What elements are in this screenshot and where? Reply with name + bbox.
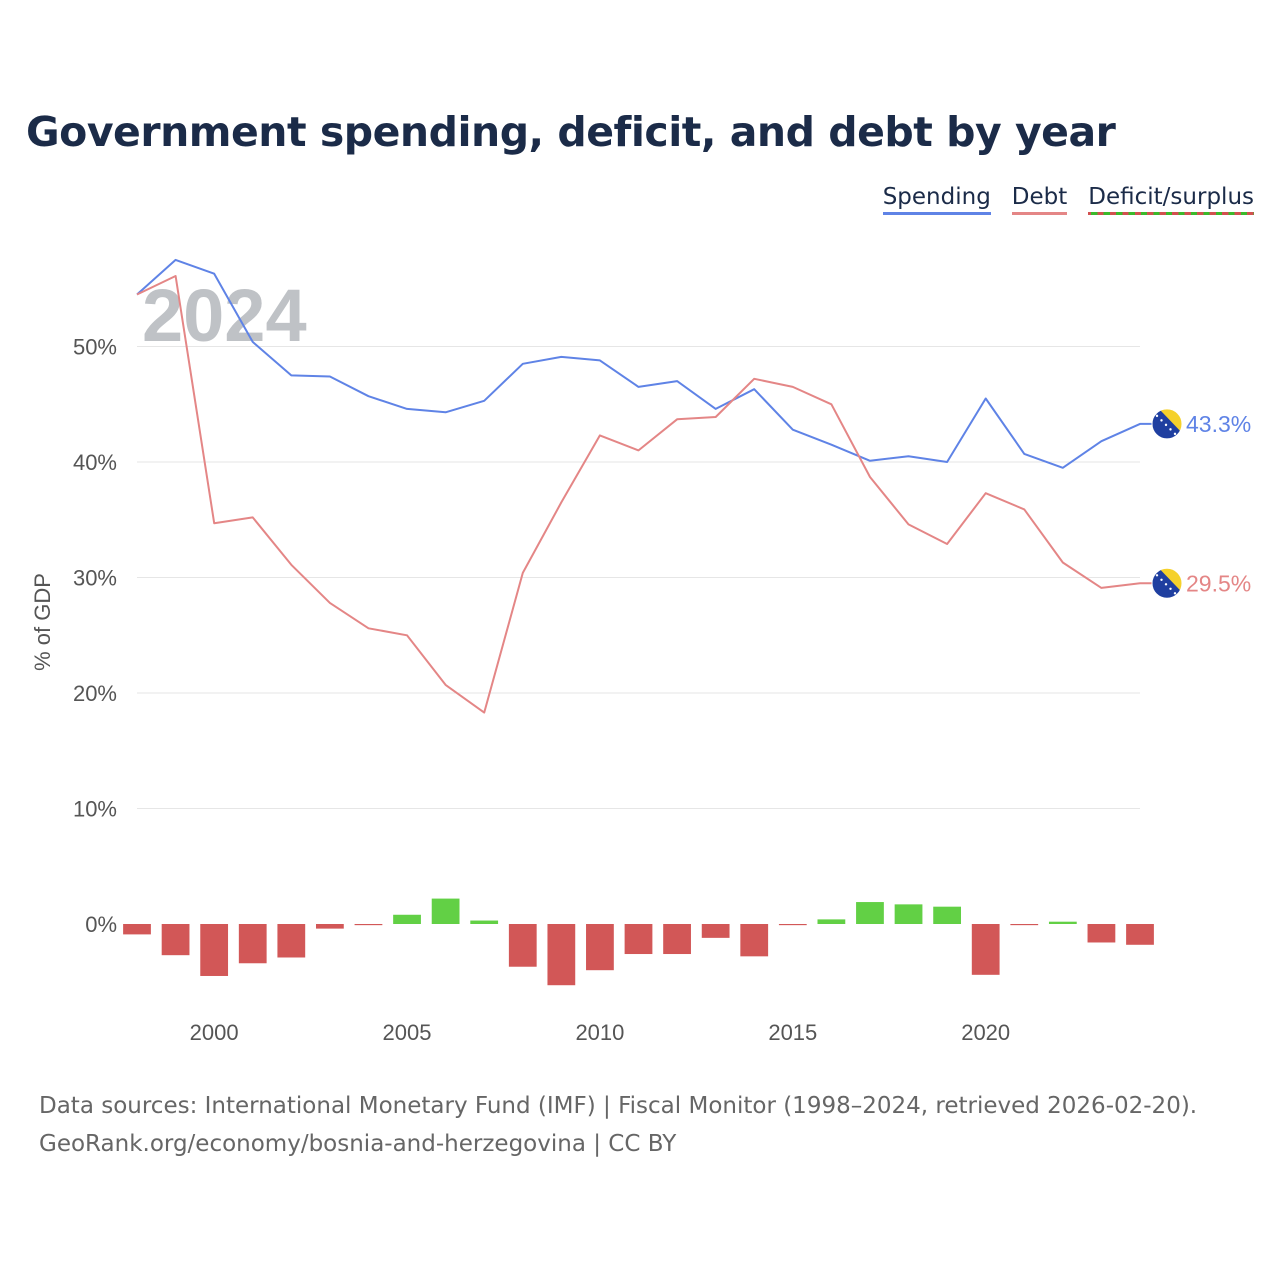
footer: Data sources: International Monetary Fun…	[39, 1087, 1197, 1163]
legend-deficit-surplus[interactable]: Deficit/surplus	[1088, 184, 1254, 215]
y-axis-label: % of GDP	[30, 573, 55, 671]
x-tick-label: 2015	[768, 1020, 817, 1045]
bar-2009[interactable]	[547, 924, 576, 986]
flag-icon	[1151, 567, 1183, 599]
bar-2007[interactable]	[470, 920, 499, 924]
series-lines	[136, 258, 1155, 714]
bar-2014[interactable]	[740, 924, 769, 957]
x-tick-label: 2020	[961, 1020, 1010, 1045]
x-tick-label: 2005	[383, 1020, 432, 1045]
flag-icon	[1151, 408, 1183, 440]
chart-area: 0% 10% 20% 30% 40% 50% 2000 2005 2010 2015 2020 %…	[30, 258, 1251, 1045]
bar-2019[interactable]	[933, 906, 962, 924]
bar-2020[interactable]	[971, 924, 1000, 975]
bar-2008[interactable]	[508, 924, 537, 967]
end-markers: 43.3% 29.5%	[1151, 408, 1251, 599]
bar-2003[interactable]	[315, 924, 344, 929]
bar-2013[interactable]	[701, 924, 730, 938]
site-credit: GeoRank.org/economy/bosnia-and-herzegovi…	[39, 1131, 677, 1157]
bar-2018[interactable]	[894, 904, 923, 924]
legend-debt[interactable]: Debt	[1011, 184, 1068, 215]
deficit-surplus-bars	[123, 898, 1154, 986]
bar-2017[interactable]	[856, 902, 884, 924]
bar-2005[interactable]	[393, 914, 421, 924]
chart-title: Government spending, deficit, and debt b…	[26, 108, 1116, 156]
y-tick-label: 40%	[73, 450, 117, 475]
y-tick-label: 30%	[73, 566, 117, 591]
gridlines	[137, 346, 1140, 809]
bar-2012[interactable]	[663, 924, 691, 955]
bar-2024[interactable]	[1126, 924, 1154, 945]
y-tick-label: 0%	[85, 912, 117, 937]
bar-2010[interactable]	[586, 924, 614, 971]
y-tick-label: 20%	[73, 681, 117, 706]
line-debt[interactable]	[136, 275, 1155, 714]
bar-2023[interactable]	[1087, 924, 1116, 943]
x-axis: 2000 2005 2010 2015 2020	[190, 1020, 1010, 1045]
bar-2000[interactable]	[200, 924, 229, 976]
bar-2022[interactable]	[1048, 921, 1077, 924]
bar-1999[interactable]	[161, 924, 190, 956]
y-axis: 0% 10% 20% 30% 40% 50%	[73, 335, 117, 938]
source-note: Data sources: International Monetary Fun…	[39, 1093, 1198, 1119]
end-label-spending: 43.3%	[1186, 411, 1251, 437]
bar-2002[interactable]	[277, 924, 306, 958]
y-tick-label: 10%	[73, 797, 117, 822]
x-tick-label: 2010	[575, 1020, 624, 1045]
end-label-debt: 29.5%	[1186, 570, 1251, 596]
legend-spending[interactable]: Spending	[882, 184, 991, 215]
bar-2021[interactable]	[1010, 924, 1039, 926]
bar-2006[interactable]	[431, 898, 460, 924]
year-watermark: 2024	[142, 274, 307, 357]
bar-2011[interactable]	[624, 924, 653, 955]
bar-2016[interactable]	[817, 919, 846, 924]
bar-2004[interactable]	[354, 924, 383, 926]
x-tick-label: 2000	[190, 1020, 239, 1045]
legend: Spending Debt Deficit/surplus	[882, 184, 1254, 215]
line-spending[interactable]	[136, 258, 1155, 469]
y-tick-label: 50%	[73, 335, 117, 360]
bar-1998[interactable]	[123, 924, 151, 935]
bar-2001[interactable]	[238, 924, 267, 964]
bar-2015[interactable]	[778, 924, 807, 926]
